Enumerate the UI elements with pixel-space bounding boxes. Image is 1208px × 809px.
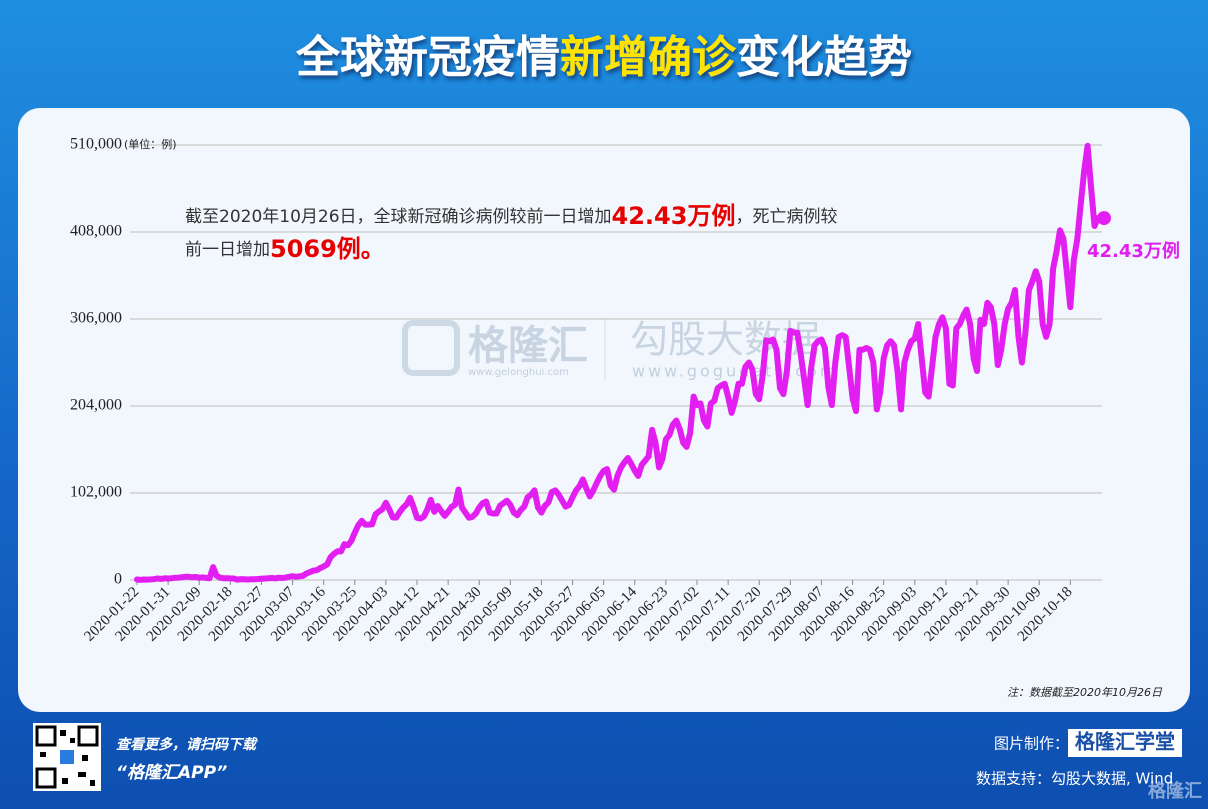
y-tick-label: 204,000	[70, 397, 122, 414]
y-tick-label: 408,000	[70, 223, 122, 240]
qr-code	[33, 723, 101, 791]
note: 注：数据截至2020年10月26日	[1007, 686, 1163, 699]
end-label: 42.43万例	[1087, 240, 1180, 262]
annotation-part: 5069例。	[270, 235, 385, 263]
made-by-box	[1068, 729, 1182, 757]
annotation: 前一日增加5069例。	[185, 235, 385, 263]
annotation-part: 截至2020年10月26日，全球新冠确诊病例较前一日增加	[185, 207, 612, 227]
chart-panel	[18, 108, 1190, 712]
watermark	[402, 318, 606, 380]
line-series	[134, 142, 1101, 583]
data-source: 数据支持：勾股大数据, Wind	[976, 770, 1173, 788]
title-part: 变化趋势	[736, 32, 912, 83]
watermark-logo	[402, 320, 460, 376]
y-tick-label: 102,000	[70, 484, 122, 501]
made-by-label: 图片制作：	[994, 735, 1069, 753]
annotation: 截至2020年10月26日，全球新冠确诊病例较前一日增加42.43万例，死亡病例…	[185, 202, 837, 230]
scan-text: 查看更多，请扫码下载	[116, 736, 258, 753]
unit-label: (单位：例)	[124, 137, 177, 151]
y-tick-label: 306,000	[70, 310, 122, 327]
y-tick-label: 0	[114, 571, 122, 588]
annotation-part: 前一日增加	[185, 240, 270, 260]
made-by: 格隆汇学堂	[1075, 730, 1175, 754]
end-point	[1097, 211, 1111, 226]
title-part: 新增确诊	[560, 32, 737, 83]
app-name: “格隆汇APP”	[116, 763, 227, 783]
annotation-part: ，死亡病例较	[735, 207, 837, 227]
annotation-part: 42.43万例	[612, 202, 736, 230]
chart-title: 全球新冠疫情新增确诊变化趋势	[295, 32, 912, 83]
footer-logo: 格隆汇	[1148, 780, 1202, 802]
watermark-url: www.gelonghui.com	[468, 367, 569, 378]
y-tick-label: 510,000	[70, 136, 122, 153]
title-part: 全球新冠疫情	[295, 32, 560, 83]
watermark-text: 格隆汇	[468, 323, 588, 369]
